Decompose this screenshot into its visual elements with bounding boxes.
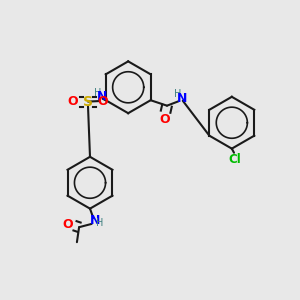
Text: N: N bbox=[97, 90, 107, 103]
Text: O: O bbox=[98, 95, 108, 108]
Text: H: H bbox=[94, 88, 101, 98]
Text: N: N bbox=[177, 92, 187, 104]
Text: H: H bbox=[174, 89, 181, 99]
Text: O: O bbox=[159, 113, 169, 126]
Text: O: O bbox=[68, 95, 78, 108]
Text: Cl: Cl bbox=[228, 153, 241, 166]
Text: H: H bbox=[96, 218, 103, 228]
Text: O: O bbox=[63, 218, 74, 231]
Text: N: N bbox=[90, 214, 100, 226]
Text: S: S bbox=[83, 94, 93, 109]
